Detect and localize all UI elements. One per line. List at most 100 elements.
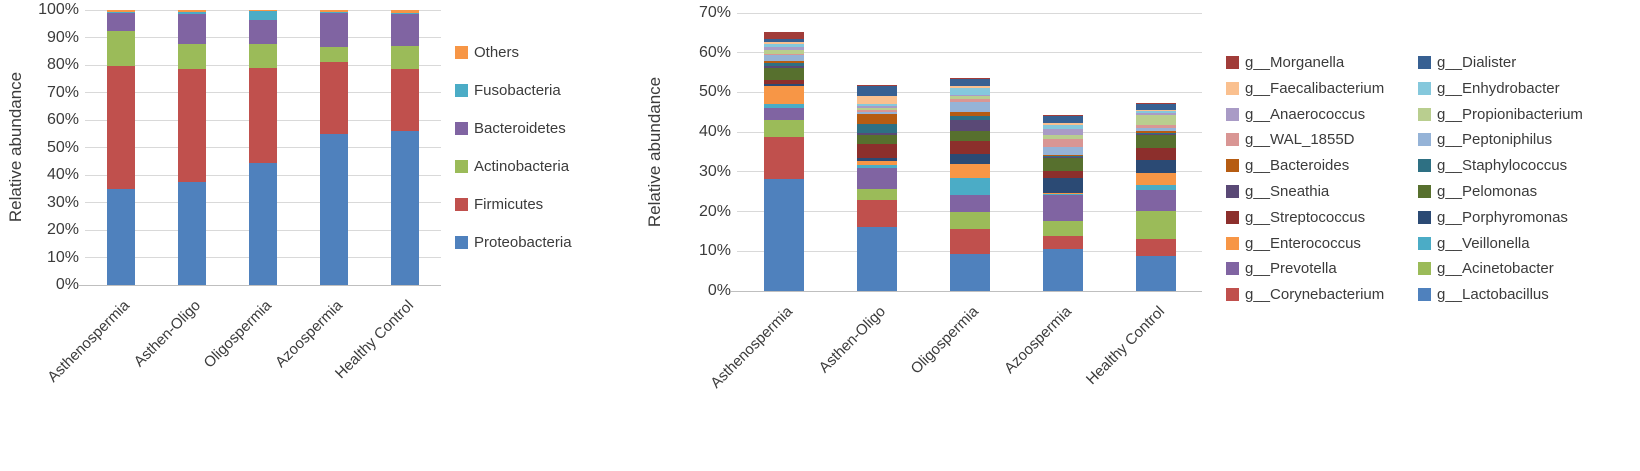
legend-label: g__Prevotella	[1245, 260, 1337, 277]
legend-swatch	[1226, 262, 1239, 275]
bar-segment	[950, 96, 990, 99]
y-tick-label: 20%	[661, 204, 731, 220]
bar-segment	[1136, 160, 1176, 172]
bar-segment	[320, 12, 348, 13]
bar-segment	[249, 20, 277, 45]
legend-label: g__Anaerococcus	[1245, 106, 1365, 123]
bar-segment	[857, 144, 897, 158]
bar-segment	[178, 44, 206, 69]
legend-item: g__Enhydrobacter	[1418, 80, 1560, 96]
y-tick-label: 90%	[9, 30, 79, 46]
bar-segment	[1043, 115, 1083, 116]
legend-item: g__Prevotella	[1226, 260, 1337, 276]
y-tick-label: 70%	[661, 5, 731, 21]
legend-label: Actinobacteria	[474, 158, 569, 175]
legend-label: g__Pelomonas	[1437, 183, 1537, 200]
legend-item: g__Lactobacillus	[1418, 286, 1549, 302]
legend-swatch	[1418, 262, 1431, 275]
legend-item: g__Corynebacterium	[1226, 286, 1384, 302]
bar-segment	[950, 178, 990, 195]
legend-item: g__Enterococcus	[1226, 235, 1361, 251]
bar-segment	[950, 131, 990, 141]
bar-segment	[1043, 135, 1083, 138]
legend-swatch	[1418, 237, 1431, 250]
bar-segment	[391, 10, 419, 13]
bar-segment	[950, 79, 990, 86]
legend-item: g__Sneathia	[1226, 183, 1329, 199]
bar-segment	[764, 179, 804, 291]
bar-segment	[950, 99, 990, 102]
bar-segment	[857, 112, 897, 115]
bar-segment	[764, 120, 804, 137]
legend-swatch	[1418, 159, 1431, 172]
y-tick-label: 30%	[9, 195, 79, 211]
bar-segment	[764, 66, 804, 68]
bar-segment	[1043, 155, 1083, 156]
bar-segment	[950, 164, 990, 178]
bar-segment	[391, 131, 419, 285]
bar-segment	[178, 12, 206, 14]
bar-segment	[1136, 134, 1176, 135]
legend-label: g__Morganella	[1245, 54, 1344, 71]
bar-segment	[249, 68, 277, 163]
y-tick-label: 80%	[9, 57, 79, 73]
bar-segment	[1136, 104, 1176, 110]
bar-segment	[1136, 113, 1176, 115]
legend-swatch	[1418, 288, 1431, 301]
bar-segment	[107, 189, 135, 285]
bar-segment	[950, 212, 990, 229]
legend-label: g__Corynebacterium	[1245, 286, 1384, 303]
bar-segment	[1136, 110, 1176, 113]
bar-segment	[1043, 156, 1083, 157]
bar-segment	[857, 168, 897, 189]
bar-segment	[1136, 185, 1176, 190]
bar-segment	[857, 189, 897, 200]
legend-swatch	[1226, 133, 1239, 146]
legend-label: g__Sneathia	[1245, 183, 1329, 200]
bar-segment	[249, 44, 277, 67]
legend-item: g__Anaerococcus	[1226, 106, 1365, 122]
legend-label: g__Lactobacillus	[1437, 286, 1549, 303]
bar-segment	[764, 137, 804, 178]
legend-item: g__Faecalibacterium	[1226, 80, 1384, 96]
bar-segment	[764, 55, 804, 61]
legend-swatch	[1226, 288, 1239, 301]
bar-segment	[1136, 128, 1176, 131]
legend-label: g__Veillonella	[1437, 235, 1530, 252]
bar-segment	[1043, 158, 1083, 171]
legend-item: g__Dialister	[1418, 54, 1516, 70]
legend-swatch	[455, 236, 468, 249]
bar-segment	[1043, 249, 1083, 291]
category-label: Asthenospermia	[628, 303, 796, 471]
bar-segment	[1043, 171, 1083, 178]
bar-segment	[764, 80, 804, 84]
legend-item: g__Acinetobacter	[1418, 260, 1554, 276]
legend-label: Fusobacteria	[474, 82, 561, 99]
bar-segment	[249, 11, 277, 19]
category-label: Oligospermia	[814, 303, 982, 471]
bar-segment	[1043, 125, 1083, 129]
bar-segment	[857, 135, 897, 144]
bar-segment	[764, 104, 804, 108]
legend-swatch	[1226, 108, 1239, 121]
bar-segment	[950, 120, 990, 131]
bar-segment	[320, 62, 348, 134]
legend-swatch	[1226, 56, 1239, 69]
bar-segment	[1136, 211, 1176, 239]
bar-segment	[249, 163, 277, 285]
bar-segment	[1043, 195, 1083, 220]
bar-segment	[1043, 116, 1083, 123]
gridline	[737, 13, 1202, 14]
legend-label: g__Enterococcus	[1245, 235, 1361, 252]
legend-swatch	[1226, 237, 1239, 250]
legend-swatch	[1226, 82, 1239, 95]
bar-segment	[1136, 135, 1176, 149]
bar-segment	[857, 165, 897, 168]
bar-segment	[857, 158, 897, 161]
bar-segment	[857, 114, 897, 124]
bar-segment	[1136, 256, 1176, 291]
figure: Relative abundance 0%10%20%30%40%50%60%7…	[0, 0, 1640, 409]
bar-segment	[857, 110, 897, 112]
legend-swatch	[1226, 211, 1239, 224]
bar-segment	[764, 108, 804, 120]
